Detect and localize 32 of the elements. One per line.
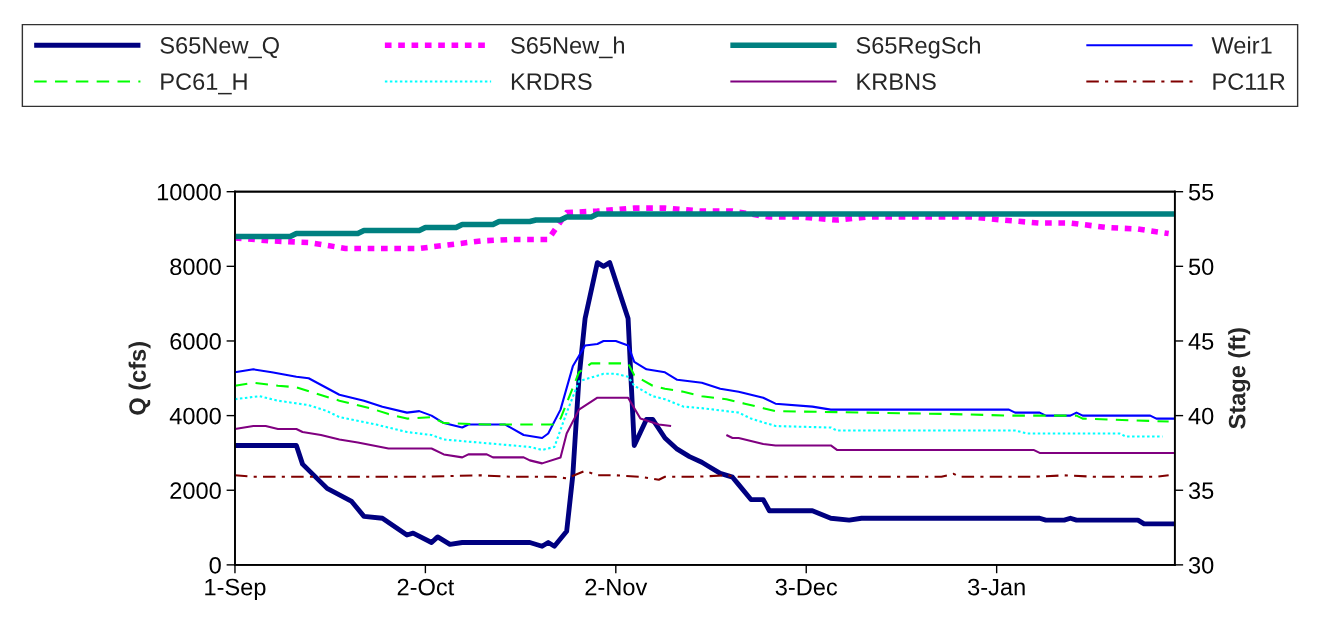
x-tick-label: 2-Nov xyxy=(585,578,648,596)
line-series xyxy=(234,339,1175,440)
line-series xyxy=(234,362,1170,426)
line-series xyxy=(234,372,1164,451)
x-tick-label: 3-Jan xyxy=(968,578,1025,596)
y-tick-label: 0 xyxy=(209,556,221,574)
y-tick-label: 2000 xyxy=(170,482,221,500)
legend-label: Weir1 xyxy=(1211,36,1272,54)
legend-label: S65New_h xyxy=(511,36,624,59)
x-tick-label: 1-Sep xyxy=(205,578,266,601)
y-axis-title: Q (cfs) xyxy=(128,342,151,415)
x-tick-label: 2-Oct xyxy=(397,578,455,596)
legend-label: PC11R xyxy=(1213,73,1285,90)
legend-label: PC61_H xyxy=(161,73,247,95)
line-series xyxy=(234,469,1170,481)
y2-tick-label: 45 xyxy=(1188,333,1214,350)
legend-label: KRDRS xyxy=(511,73,592,90)
y2-tick-label: 40 xyxy=(1188,407,1214,425)
y-tick-label: 10000 xyxy=(157,183,221,201)
line-series xyxy=(234,260,1175,549)
y2-tick-label: 30 xyxy=(1188,556,1214,574)
y2-tick-label: 35 xyxy=(1188,482,1214,500)
x-tick-label: 3-Dec xyxy=(775,578,838,596)
y2-axis-title: Stage (ft) xyxy=(1228,328,1251,429)
y-tick-label: 6000 xyxy=(170,333,221,350)
y-tick-label: 4000 xyxy=(169,407,221,425)
legend-label: KRBNS xyxy=(857,73,936,90)
y2-tick-label: 50 xyxy=(1188,258,1214,276)
legend-label: S65New_Q xyxy=(160,37,279,59)
y2-tick-label: 55 xyxy=(1188,184,1214,201)
y-tick-label: 8000 xyxy=(170,258,221,276)
legend-label: S65RegSch xyxy=(856,36,980,59)
